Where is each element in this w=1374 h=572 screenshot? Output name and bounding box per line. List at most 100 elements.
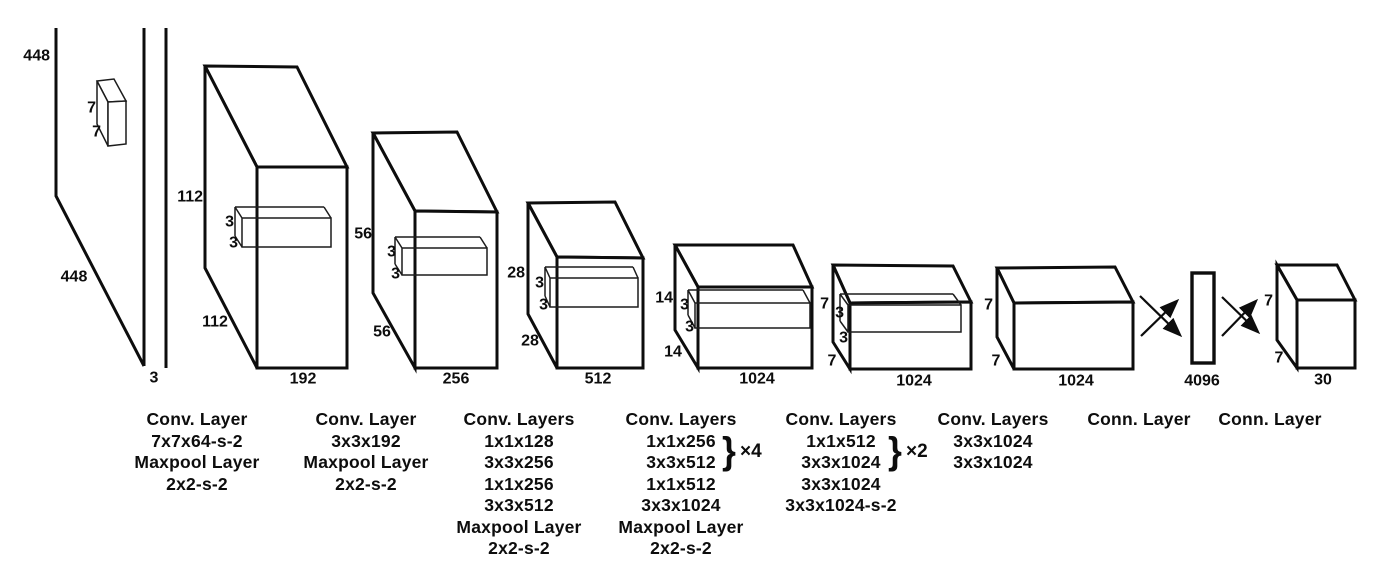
legend-line: Conv. Layers [785,409,897,429]
legend-line: 1x1x256 [646,430,716,451]
dim-b3-height: 28 [507,265,525,282]
legend-col-conv3: Conv. Layers 1x1x128 3x3x256 1x1x256 3x3… [456,409,581,560]
dim-fc-size: 4096 [1184,373,1220,390]
block3-kernel-3x3 [544,266,639,308]
dim-b4-height: 14 [655,290,673,307]
legend-col-conv2: Conv. Layer 3x3x192 Maxpool Layer 2x2-s-… [303,409,428,495]
legend-line: 3x3x256 [484,452,554,472]
repeat-brace-x2: } [888,429,902,473]
legend-line: 3x3x1024-s-2 [785,495,897,515]
legend-line: 3x3x1024 [953,430,1033,451]
block5-top-face [830,263,974,305]
legend-col-conn2: Conn. Layer [1218,409,1321,431]
dim-b5-kernel-w: 3 [839,330,848,347]
conv-block-6 [994,265,1136,371]
dim-out-depth: 30 [1314,372,1332,389]
dim-out-height: 7 [1264,293,1273,310]
dim-input-kernel-h: 7 [87,100,96,117]
legend-col-conv1: Conv. Layer 7x7x64-s-2 Maxpool Layer 2x2… [134,409,259,495]
legend-line: 3x3x512 [484,495,554,515]
dim-out-width: 7 [1275,350,1284,367]
dim-b2-kernel-w: 3 [391,266,400,283]
legend-line: Conv. Layers [937,409,1049,429]
dim-b4-kernel-h: 3 [680,297,689,314]
dim-b3-kernel-w: 3 [539,297,548,314]
conv-block-2 [370,130,500,374]
legend-line: Conv. Layer [315,409,417,429]
conv-block-3 [525,200,646,370]
legend-line: Conn. Layer [1218,409,1322,429]
dim-b1-height: 112 [177,189,203,206]
input-plane-edge [54,28,146,367]
dim-b3-width: 28 [521,333,539,350]
block2-kernel-3x3 [394,236,488,276]
legend-line: Conn. Layer [1087,409,1191,429]
legend-line: 1x1x512 [806,430,876,451]
legend-col-conn1: Conn. Layer [1087,409,1190,431]
input-image-plane [54,28,168,368]
dim-b6-width: 7 [992,353,1001,370]
legend-line: 2x2-s-2 [335,473,397,494]
legend-line: Maxpool Layer [456,516,582,537]
dim-input-width: 448 [61,269,88,286]
legend-line: 1x1x128 [484,430,554,451]
dim-b4-width: 14 [664,344,682,361]
legend-line: 3x3x1024 [801,452,881,472]
legend-col-conv4: Conv. Layers 1x1x256 3x3x512 1x1x512 3x3… [618,409,743,560]
dim-input-kernel-w: 7 [92,124,101,141]
dim-b2-kernel-h: 3 [387,244,396,261]
legend-line: 1x1x256 [484,473,554,494]
dim-b6-depth: 1024 [1058,373,1094,390]
block6-top-face [994,265,1136,305]
dim-b2-height: 56 [354,226,372,243]
block2-front-face [413,209,499,370]
dim-b5-kernel-h: 3 [835,305,844,322]
output-tensor [1274,259,1358,373]
legend-col-conv6: Conv. Layers 3x3x1024 3x3x1024 [937,409,1048,474]
block4-kernel-3x3 [687,289,811,329]
block3-front-face [555,255,645,370]
input-kernel-7x7 [95,78,128,147]
conv-block-1 [202,64,350,370]
legend-line: 3x3x512 [646,452,716,472]
repeat-multiplier-x2: ×2 [906,441,928,462]
legend-line: Conv. Layer [146,409,248,429]
repeat-brace-x4: } [722,429,736,473]
legend-line: 2x2-s-2 [166,473,228,494]
block1-front-face [255,165,349,370]
conv-block-4 [672,243,815,374]
legend-line: 1x1x512 [646,473,716,494]
dim-input-depth: 3 [150,370,159,387]
legend-line: 3x3x192 [331,430,401,451]
legend-line: 7x7x64-s-2 [151,430,243,451]
block5-kernel-3x3 [839,293,962,333]
arrow-icon [1140,298,1180,337]
legend-line: 3x3x1024 [953,452,1033,472]
legend-col-conv5: Conv. Layers 1x1x512 3x3x1024 3x3x1024 3… [785,409,896,517]
dim-b5-width: 7 [828,353,837,370]
legend-line: 2x2-s-2 [488,538,550,558]
dim-b5-height: 7 [820,296,829,313]
legend-line: Conv. Layers [463,409,575,429]
fc-connection-arrows-2 [1221,296,1261,337]
dim-input-height: 448 [23,48,50,65]
legend-line: 3x3x1024 [801,473,881,494]
block5-front-face [848,300,973,371]
fc-layer-4096 [1190,271,1216,365]
dim-b4-kernel-w: 3 [685,319,694,336]
legend-line: 2x2-s-2 [650,538,712,558]
legend-line: Maxpool Layer [618,516,744,537]
legend-line: 3x3x1024 [641,495,721,515]
dim-b3-depth: 512 [585,371,612,388]
conv-block-5 [830,263,974,375]
legend-line: Maxpool Layer [134,452,260,472]
dim-b2-width: 56 [373,324,391,341]
repeat-multiplier-x4: ×4 [740,441,762,462]
dim-b3-kernel-h: 3 [535,275,544,292]
dim-b5-depth: 1024 [896,373,932,390]
dim-b6-height: 7 [984,297,993,314]
output-front-face [1295,298,1357,370]
legend-line: Conv. Layers [625,409,737,429]
